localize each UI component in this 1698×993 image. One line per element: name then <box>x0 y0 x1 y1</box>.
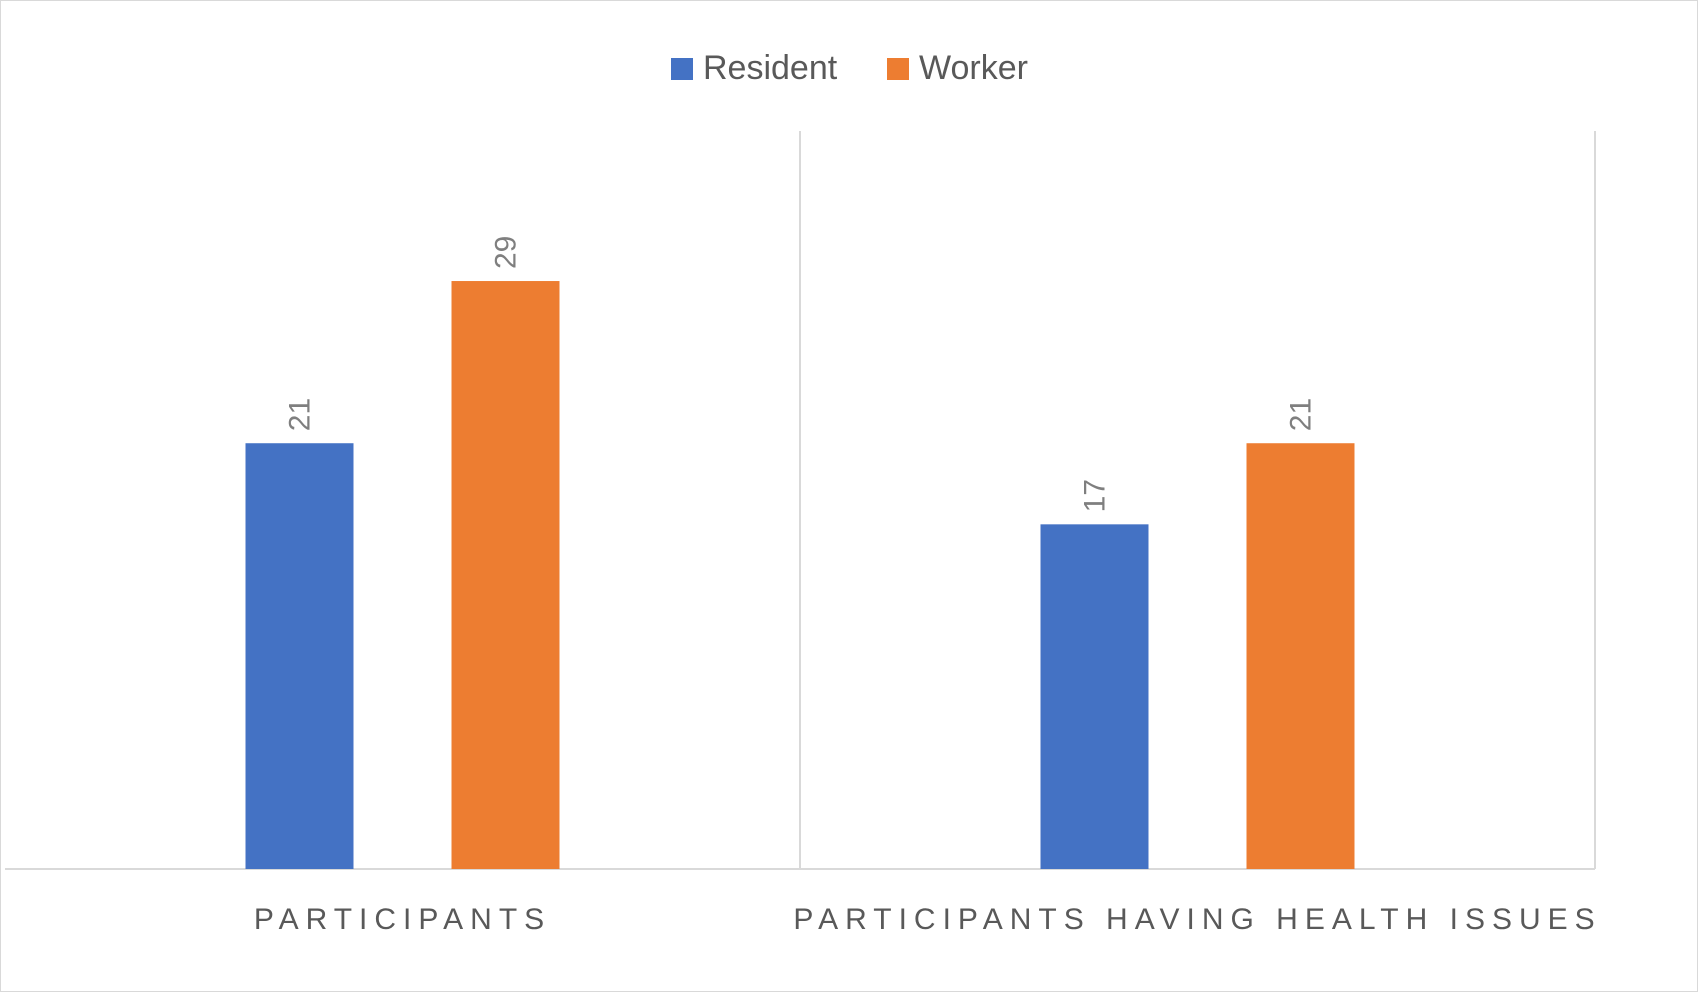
labels: 21 17 29 21 PARTICIPANTS PARTICIPANTS HAVING … <box>254 236 1601 936</box>
bar-resident-2 <box>1040 524 1149 869</box>
bar-worker-2 <box>1246 443 1355 869</box>
category-label-1: PARTICIPANTS <box>254 903 551 936</box>
data-label-resident-1: 21 <box>284 398 317 431</box>
bars <box>245 281 1355 869</box>
legend: Resident Worker <box>671 49 1028 87</box>
bar-resident-1 <box>245 443 354 869</box>
legend-swatch-worker <box>887 58 909 80</box>
data-label-worker-2: 21 <box>1285 398 1318 431</box>
axes <box>5 131 1596 870</box>
data-label-worker-1: 29 <box>490 236 523 269</box>
data-label-resident-2: 17 <box>1079 479 1112 512</box>
category-label-2: PARTICIPANTS HAVING HEALTH ISSUES <box>793 903 1601 936</box>
legend-label-resident: Resident <box>703 49 838 87</box>
legend-swatch-resident <box>671 58 693 80</box>
legend-label-worker: Worker <box>919 49 1028 87</box>
bar-worker-1 <box>451 281 560 869</box>
